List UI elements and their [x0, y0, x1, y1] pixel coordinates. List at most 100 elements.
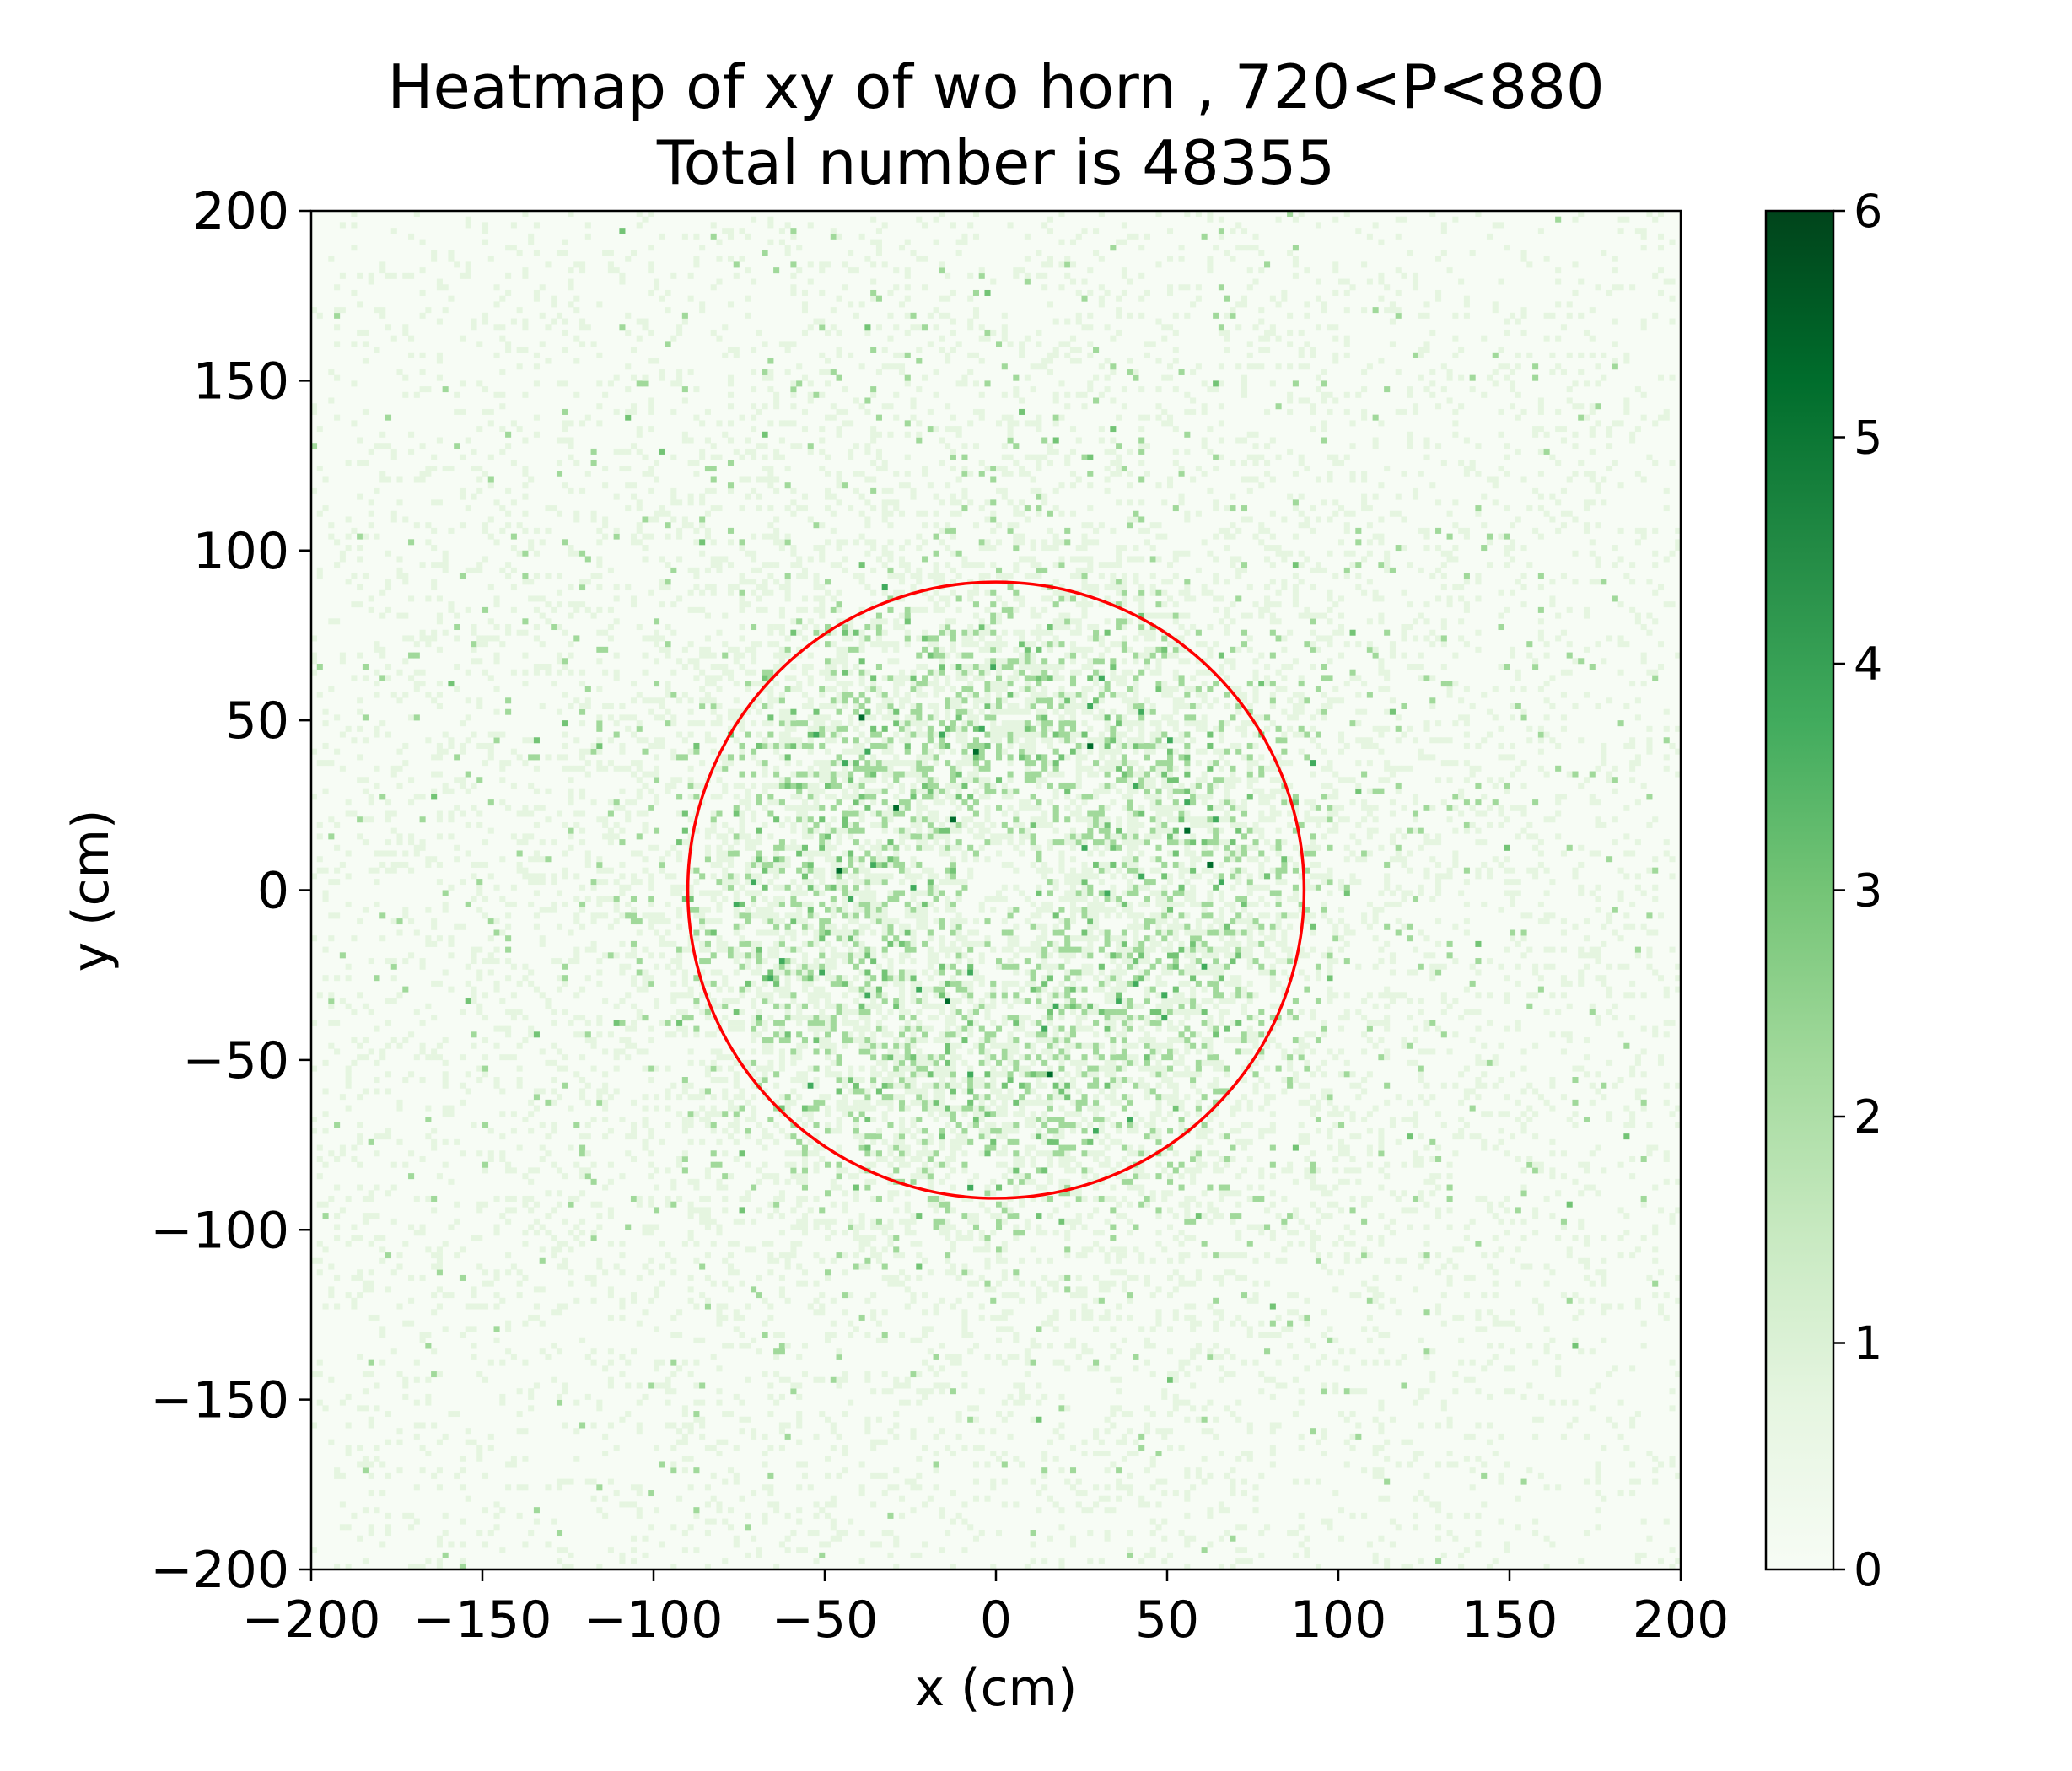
heat-cell — [807, 618, 814, 625]
heat-cell — [676, 923, 683, 930]
heat-cell — [630, 408, 637, 415]
heat-cell — [830, 233, 837, 240]
heat-cell — [670, 629, 677, 636]
heat-cell — [431, 754, 438, 761]
heat-cell — [693, 584, 700, 591]
heat-cell — [773, 664, 780, 670]
heat-cell — [756, 1031, 762, 1038]
heat-cell — [722, 946, 729, 953]
heat-cell — [551, 1042, 557, 1049]
heat-cell — [357, 601, 363, 608]
heat-cell — [778, 437, 785, 444]
heat-cell — [836, 907, 842, 913]
heat-cell — [648, 1269, 654, 1276]
heat-cell — [636, 760, 643, 767]
heat-cell — [402, 907, 409, 913]
heat-cell — [790, 1167, 797, 1174]
heat-cell — [870, 844, 877, 851]
heat-cell — [607, 1094, 614, 1101]
heat-cell — [699, 493, 706, 500]
heat-cell — [390, 1161, 397, 1168]
heat-cell — [836, 545, 842, 552]
heat-cell — [898, 1122, 906, 1128]
heat-cell — [665, 1382, 671, 1389]
heat-cell — [887, 697, 894, 704]
heat-cell — [716, 986, 723, 993]
heat-cell — [465, 697, 471, 704]
heat-cell — [568, 827, 574, 834]
heat-cell — [568, 443, 574, 449]
heat-cell — [390, 1184, 397, 1191]
heat-cell — [875, 641, 882, 648]
heat-cell — [482, 1167, 489, 1174]
heat-cell — [642, 946, 649, 953]
heat-cell — [778, 652, 785, 659]
heat-cell — [584, 760, 591, 767]
heat-cell — [898, 1128, 906, 1134]
heat-cell — [842, 408, 848, 415]
heat-cell — [807, 788, 814, 794]
heat-cell — [619, 940, 626, 947]
heat-cell — [362, 329, 369, 336]
heat-cell — [807, 1484, 814, 1491]
heat-cell — [316, 1241, 323, 1247]
heat-cell — [870, 1246, 877, 1253]
heat-cell — [642, 697, 649, 704]
heat-cell — [670, 777, 677, 783]
heat-cell — [493, 352, 500, 358]
heat-cell — [858, 1065, 865, 1072]
heat-cell — [887, 675, 894, 681]
heat-cell — [568, 641, 574, 648]
heat-cell — [836, 352, 842, 358]
heat-cell — [893, 1382, 900, 1389]
heat-cell — [596, 765, 603, 772]
heat-cell — [830, 805, 837, 811]
heat-cell — [448, 606, 455, 613]
heat-cell — [848, 1037, 854, 1044]
heat-cell — [858, 794, 865, 800]
heat-cell — [579, 487, 586, 494]
heat-cell — [875, 448, 882, 455]
heat-cell — [602, 250, 609, 256]
heat-cell — [762, 686, 768, 692]
heat-cell — [625, 992, 632, 999]
heat-cell — [739, 545, 745, 552]
heat-cell — [710, 487, 717, 494]
heat-cell — [413, 929, 420, 936]
heat-cell — [853, 1020, 859, 1026]
heat-cell — [790, 1133, 797, 1140]
heat-cell — [836, 1128, 842, 1134]
heat-cell — [830, 816, 837, 823]
heat-cell — [596, 1405, 603, 1412]
heat-cell — [493, 1292, 500, 1299]
heat-cell — [522, 1428, 529, 1435]
heat-cell — [510, 1461, 517, 1468]
heat-cell — [898, 980, 906, 987]
heat-cell — [665, 1399, 671, 1406]
heat-cell — [893, 686, 900, 692]
heat-cell — [830, 641, 837, 648]
heat-cell — [784, 912, 791, 919]
heat-cell — [751, 901, 757, 907]
heat-cell — [487, 1433, 494, 1440]
heat-cell — [722, 782, 729, 789]
heat-cell — [642, 1122, 649, 1128]
heat-cell — [751, 1094, 757, 1101]
heat-cell — [584, 579, 591, 585]
heat-cell — [596, 1088, 603, 1095]
heat-cell — [893, 589, 900, 596]
heat-cell — [853, 697, 859, 704]
heat-cell — [853, 799, 859, 806]
heat-cell — [357, 652, 363, 659]
heat-cell — [522, 347, 529, 353]
heat-cell — [551, 879, 557, 886]
heat-cell — [887, 844, 894, 851]
heat-cell — [510, 1111, 517, 1117]
heat-cell — [716, 720, 723, 727]
heat-cell — [733, 352, 740, 358]
heat-cell — [625, 1133, 632, 1140]
heat-cell — [471, 1235, 477, 1241]
heat-cell — [767, 573, 774, 579]
heat-cell — [819, 261, 826, 268]
heat-cell — [875, 1003, 882, 1009]
